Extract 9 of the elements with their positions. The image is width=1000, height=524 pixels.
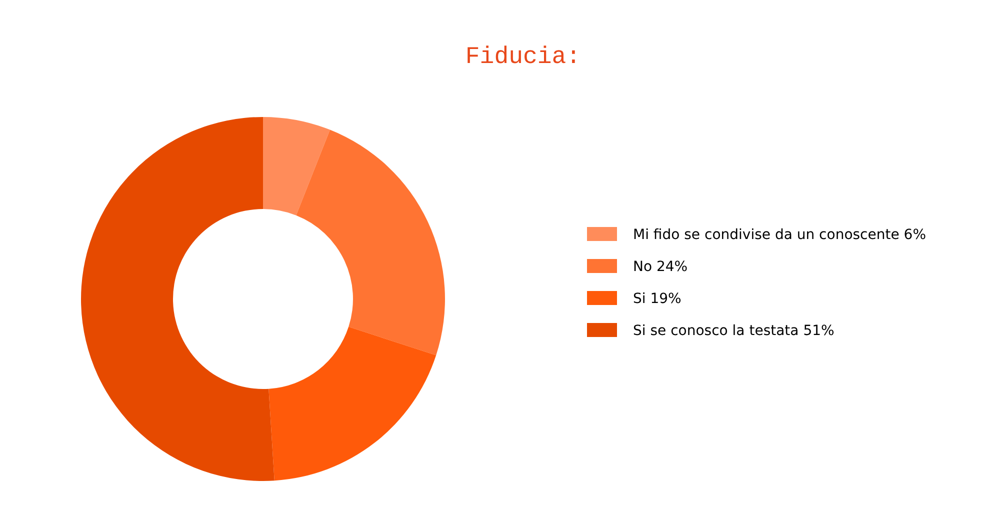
legend-label: Mi fido se condivise da un conoscente 6% [633, 227, 926, 243]
legend-label: Si se conosco la testata 51% [633, 323, 834, 339]
donut-slice [263, 117, 330, 216]
donut-slice [81, 117, 274, 481]
legend-label: Si 19% [633, 291, 682, 307]
donut-slice [268, 326, 436, 481]
legend-label: No 24% [633, 259, 688, 275]
donut-slice [296, 130, 445, 356]
chart-title: Fiducia: [465, 44, 581, 71]
